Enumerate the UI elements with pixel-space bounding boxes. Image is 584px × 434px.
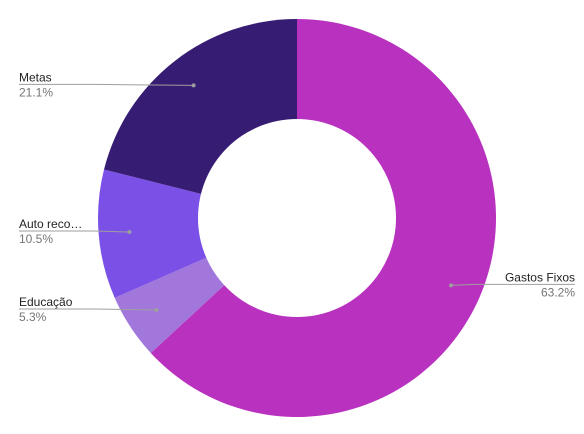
leader-dot-gastos-fixos	[449, 283, 453, 288]
slice-label-auto-reco: Auto reco…	[19, 217, 82, 231]
slice-auto-reco[interactable]	[98, 169, 297, 298]
leader-line-educacao	[19, 308, 157, 311]
slice-label-metas: Metas	[19, 70, 52, 84]
leader-line-metas	[19, 83, 194, 86]
slice-percent-educacao: 5.3%	[19, 310, 47, 324]
slice-percent-auto-reco: 10.5%	[19, 232, 53, 246]
leader-dot-metas	[191, 83, 196, 88]
leader-dot-auto-reco	[127, 230, 132, 234]
slice-label-educacao: Educação	[19, 295, 73, 309]
slice-percent-metas: 21.1%	[19, 85, 53, 99]
leader-dot-educacao	[154, 308, 159, 312]
slice-percent-gastos-fixos: 63.2%	[541, 285, 575, 299]
slice-label-gastos-fixos: Gastos Fixos	[505, 270, 575, 284]
leader-line-gastos-fixos	[450, 283, 575, 286]
leader-line-auto-reco	[19, 230, 130, 233]
donut-hole	[198, 119, 396, 317]
